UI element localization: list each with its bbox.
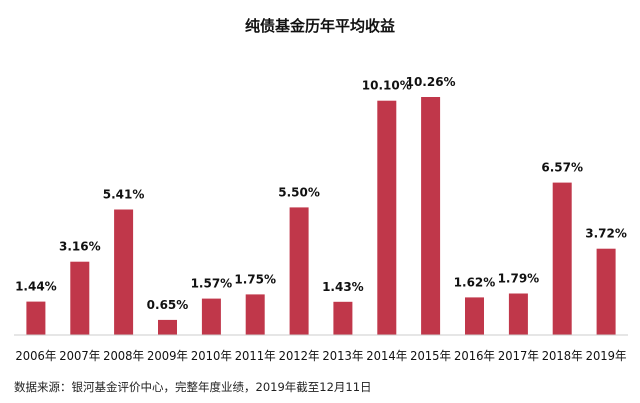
data-label-4: 1.57% [191, 277, 233, 291]
bar-3 [158, 319, 177, 335]
data-label-8: 10.10% [362, 79, 412, 93]
x-tick-label-5: 2011年 [235, 349, 276, 363]
bar-5 [245, 294, 265, 335]
x-tick-label-9: 2015年 [410, 349, 451, 363]
x-tick-label-0: 2006年 [15, 349, 56, 363]
x-tick-label-2: 2008年 [103, 349, 144, 363]
data-label-9: 10.26% [406, 75, 456, 89]
bars-group: 1.44% 2006年 3.16% 2007年 5.41% 2008年 0.65% 2009年… [15, 75, 627, 363]
bar-9 [421, 97, 441, 335]
x-tick-label-12: 2018年 [542, 349, 583, 363]
data-label-10: 1.62% [454, 275, 496, 289]
x-tick-label-13: 2019年 [586, 349, 627, 363]
data-label-12: 6.57% [541, 161, 583, 175]
bar-8 [377, 100, 397, 335]
x-tick-label-6: 2012年 [279, 349, 320, 363]
data-label-6: 5.50% [278, 185, 320, 199]
bar-11 [508, 293, 528, 335]
x-tick-label-10: 2016年 [454, 349, 495, 363]
data-label-0: 1.44% [15, 280, 57, 294]
x-tick-label-8: 2014年 [366, 349, 407, 363]
data-label-1: 3.16% [59, 240, 101, 254]
x-tick-label-11: 2017年 [498, 349, 539, 363]
data-label-11: 1.79% [498, 272, 540, 286]
x-tick-label-7: 2013年 [322, 349, 363, 363]
bar-2 [114, 209, 134, 335]
data-label-2: 5.41% [103, 188, 145, 202]
data-label-13: 3.72% [585, 227, 627, 241]
bar-0 [26, 301, 46, 335]
x-tick-label-3: 2009年 [147, 349, 188, 363]
data-label-3: 0.65% [147, 298, 189, 312]
x-tick-label-4: 2010年 [191, 349, 232, 363]
data-label-5: 1.75% [234, 272, 276, 286]
chart-title: 纯债基金历年平均收益 [245, 17, 395, 35]
bar-10 [465, 297, 484, 335]
bar-1 [70, 261, 90, 335]
bar-6 [289, 207, 309, 335]
bar-4 [201, 298, 221, 335]
x-tick-label-1: 2007年 [59, 349, 100, 363]
bar-7 [333, 301, 353, 335]
data-label-7: 1.43% [322, 280, 364, 294]
source-note: 数据来源：银河基金评价中心，完整年度业绩，2019年截至12月11日 [14, 380, 372, 394]
bar-12 [552, 182, 572, 335]
bar-13 [596, 248, 616, 335]
